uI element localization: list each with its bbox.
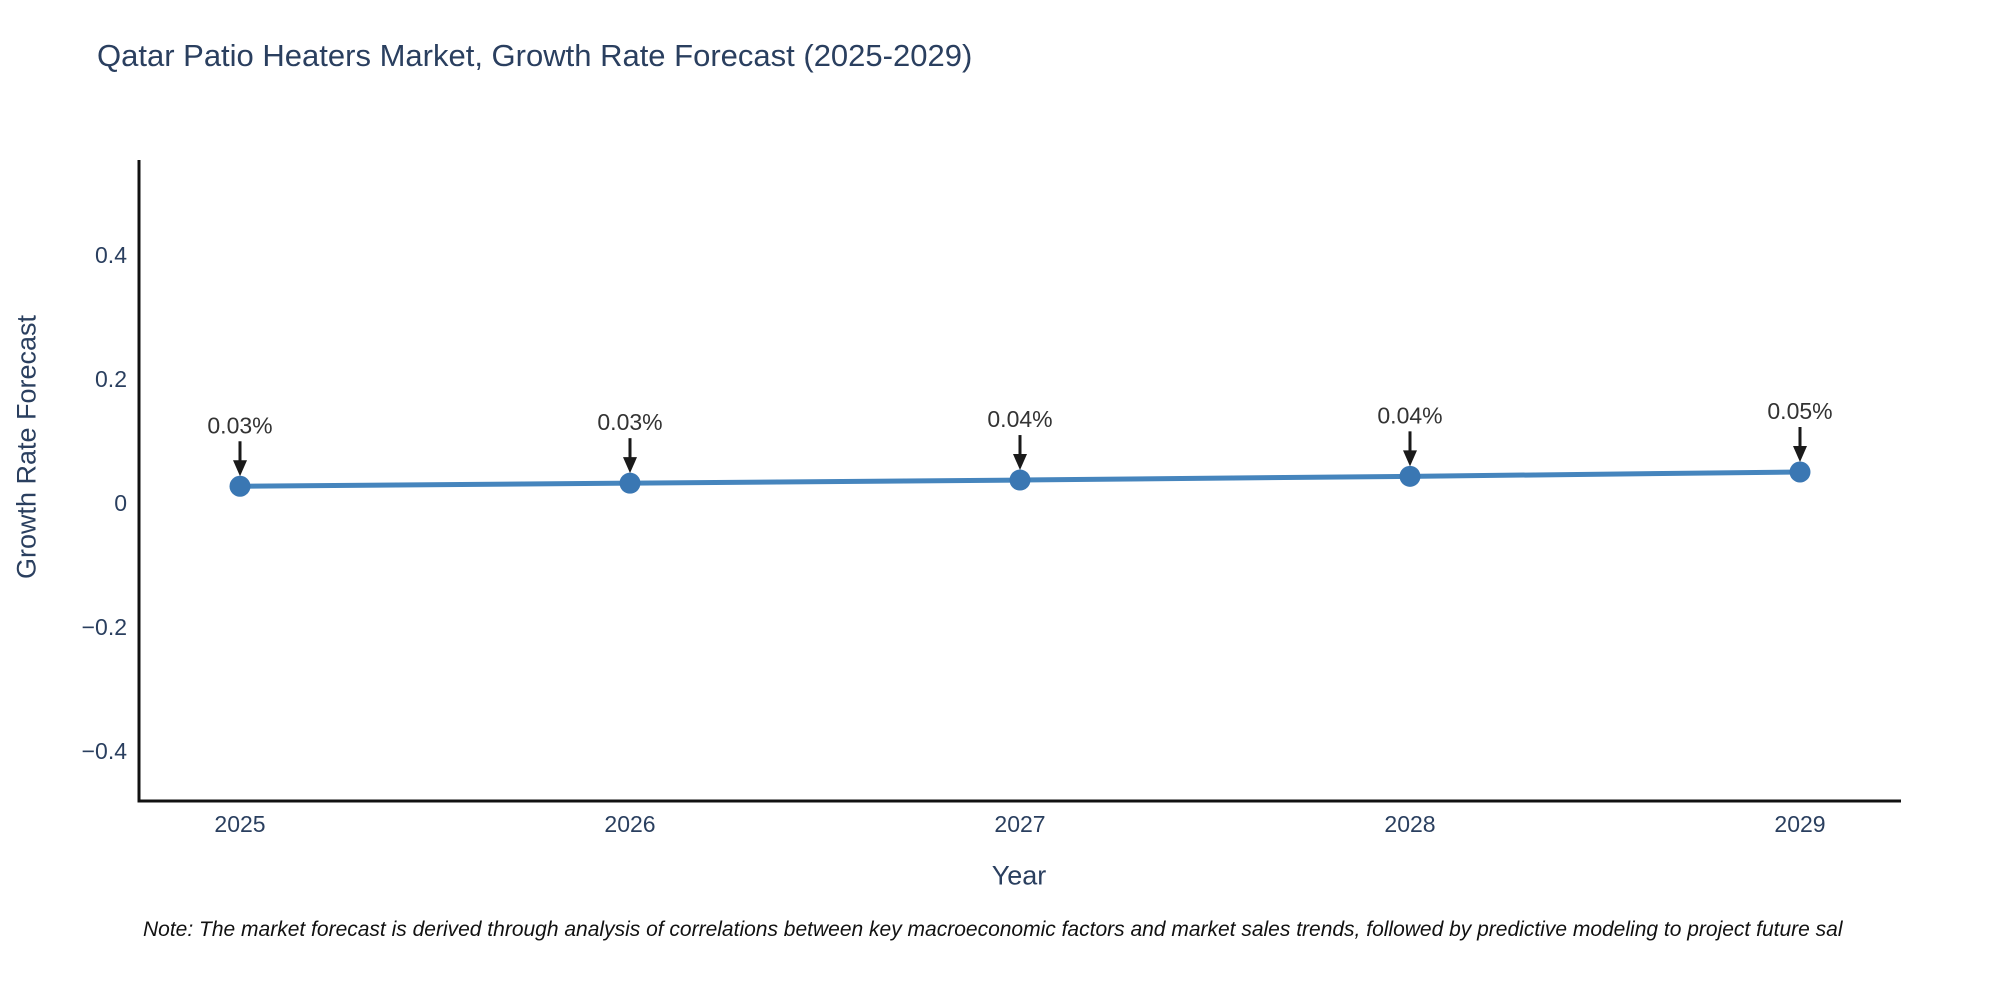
- data-point-2026: [619, 472, 641, 494]
- annotation-arrow-head: [1793, 446, 1807, 462]
- y-tick-label: 0: [114, 490, 127, 516]
- annotation-arrow-head: [233, 460, 247, 477]
- y-tick-label: 0.4: [95, 242, 127, 268]
- data-point-2028: [1399, 465, 1421, 487]
- annotation-arrow-head: [1403, 450, 1417, 467]
- point-label-2027: 0.04%: [987, 406, 1052, 432]
- annotation-arrow-head: [1013, 454, 1027, 471]
- x-tick-label: 2026: [604, 811, 655, 837]
- annotation-arrow-head: [623, 457, 637, 474]
- point-label-2026: 0.03%: [597, 409, 662, 435]
- point-label-2025: 0.03%: [207, 412, 272, 438]
- y-tick-label: 0.2: [95, 366, 127, 392]
- x-tick-label: 2027: [994, 811, 1045, 837]
- x-tick-label: 2025: [214, 811, 265, 837]
- y-tick-label: −0.2: [82, 614, 127, 640]
- point-label-2029: 0.05%: [1767, 398, 1832, 424]
- data-point-2025: [229, 475, 251, 497]
- x-axis-title: Year: [991, 860, 1047, 891]
- chart-title: Qatar Patio Heaters Market, Growth Rate …: [97, 38, 973, 73]
- x-tick-label: 2029: [1774, 811, 1825, 837]
- y-tick-label: −0.4: [82, 738, 128, 764]
- data-point-2027: [1009, 469, 1031, 491]
- data-point-2029: [1789, 461, 1811, 483]
- footnote: Note: The market forecast is derived thr…: [143, 918, 1843, 941]
- x-tick-label: 2028: [1384, 811, 1435, 837]
- point-label-2028: 0.04%: [1377, 402, 1442, 428]
